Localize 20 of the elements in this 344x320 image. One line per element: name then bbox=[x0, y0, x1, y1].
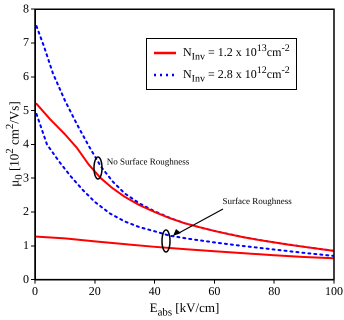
x-tick-label: 40 bbox=[148, 284, 161, 298]
y-tick-label: 6 bbox=[23, 68, 29, 83]
x-tick-label: 20 bbox=[88, 284, 101, 298]
y-tick-label: 5 bbox=[23, 102, 29, 117]
x-tick-label: 60 bbox=[208, 284, 220, 298]
y-tick-label: 3 bbox=[23, 170, 29, 184]
legend-label: N$_{Inv}$ = 1.2 x 10$^{13}$cm$^{-2}$ bbox=[183, 43, 290, 63]
y-tick-label: 7 bbox=[23, 35, 29, 50]
y-tick-label: 1 bbox=[23, 238, 29, 252]
annotation: Surface Roughness bbox=[222, 196, 292, 206]
y-tick-label: 0 bbox=[23, 272, 29, 286]
x-tick-label: 0 bbox=[32, 284, 38, 298]
y-tick-label: 4 bbox=[23, 136, 29, 151]
x-tick-label: 80 bbox=[268, 284, 280, 298]
x-tick-label: 100 bbox=[325, 284, 343, 298]
y-tick-label: 2 bbox=[23, 204, 29, 218]
y-tick-label: 8 bbox=[23, 1, 29, 16]
legend-label: N$_{Inv}$ = 2.8 x 10$^{12}$cm$^{-2}$ bbox=[183, 65, 290, 85]
x-axis-title: E$_{abs}$ [kV/cm] bbox=[148, 300, 220, 319]
annotation: No Surface Roughness bbox=[106, 156, 190, 166]
